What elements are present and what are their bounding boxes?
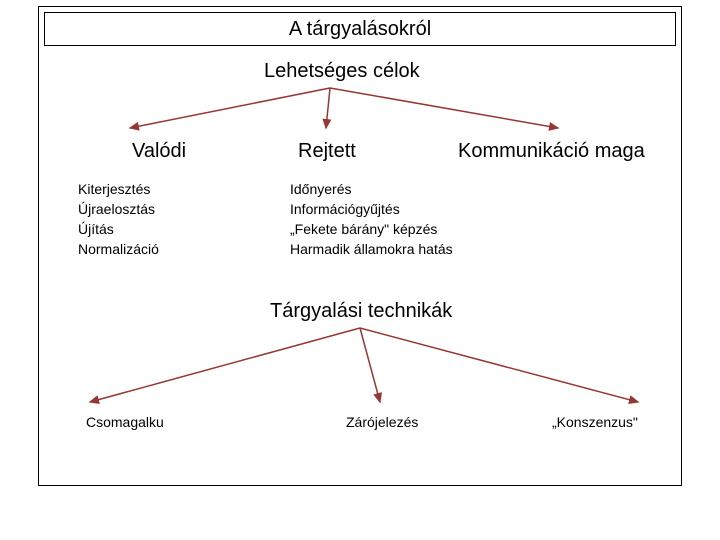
subtitle-techniques: Tárgyalási technikák	[270, 300, 452, 323]
valodi-item-0: Kiterjesztés	[78, 180, 150, 200]
heading-komm: Kommunikáció maga	[458, 140, 645, 163]
tech-zaro: Zárójelezés	[346, 414, 418, 430]
valodi-item-1: Újraelosztás	[78, 200, 155, 220]
subtitle-goals: Lehetséges célok	[264, 60, 420, 83]
rejtett-item-3: Harmadik államokra hatás	[290, 240, 453, 260]
title-box: A tárgyalásokról	[44, 12, 676, 46]
valodi-item-3: Normalizáció	[78, 240, 159, 260]
heading-rejtett: Rejtett	[298, 140, 356, 163]
rejtett-item-0: Időnyerés	[290, 180, 351, 200]
tech-konszenzus: „Konszenzus"	[552, 414, 638, 430]
heading-valodi: Valódi	[132, 140, 186, 163]
valodi-item-2: Újítás	[78, 220, 114, 240]
page-title: A tárgyalásokról	[289, 18, 431, 41]
tech-csomag: Csomagalku	[86, 414, 164, 430]
rejtett-item-2: „Fekete bárány" képzés	[290, 220, 437, 240]
rejtett-item-1: Információgyűjtés	[290, 200, 400, 220]
